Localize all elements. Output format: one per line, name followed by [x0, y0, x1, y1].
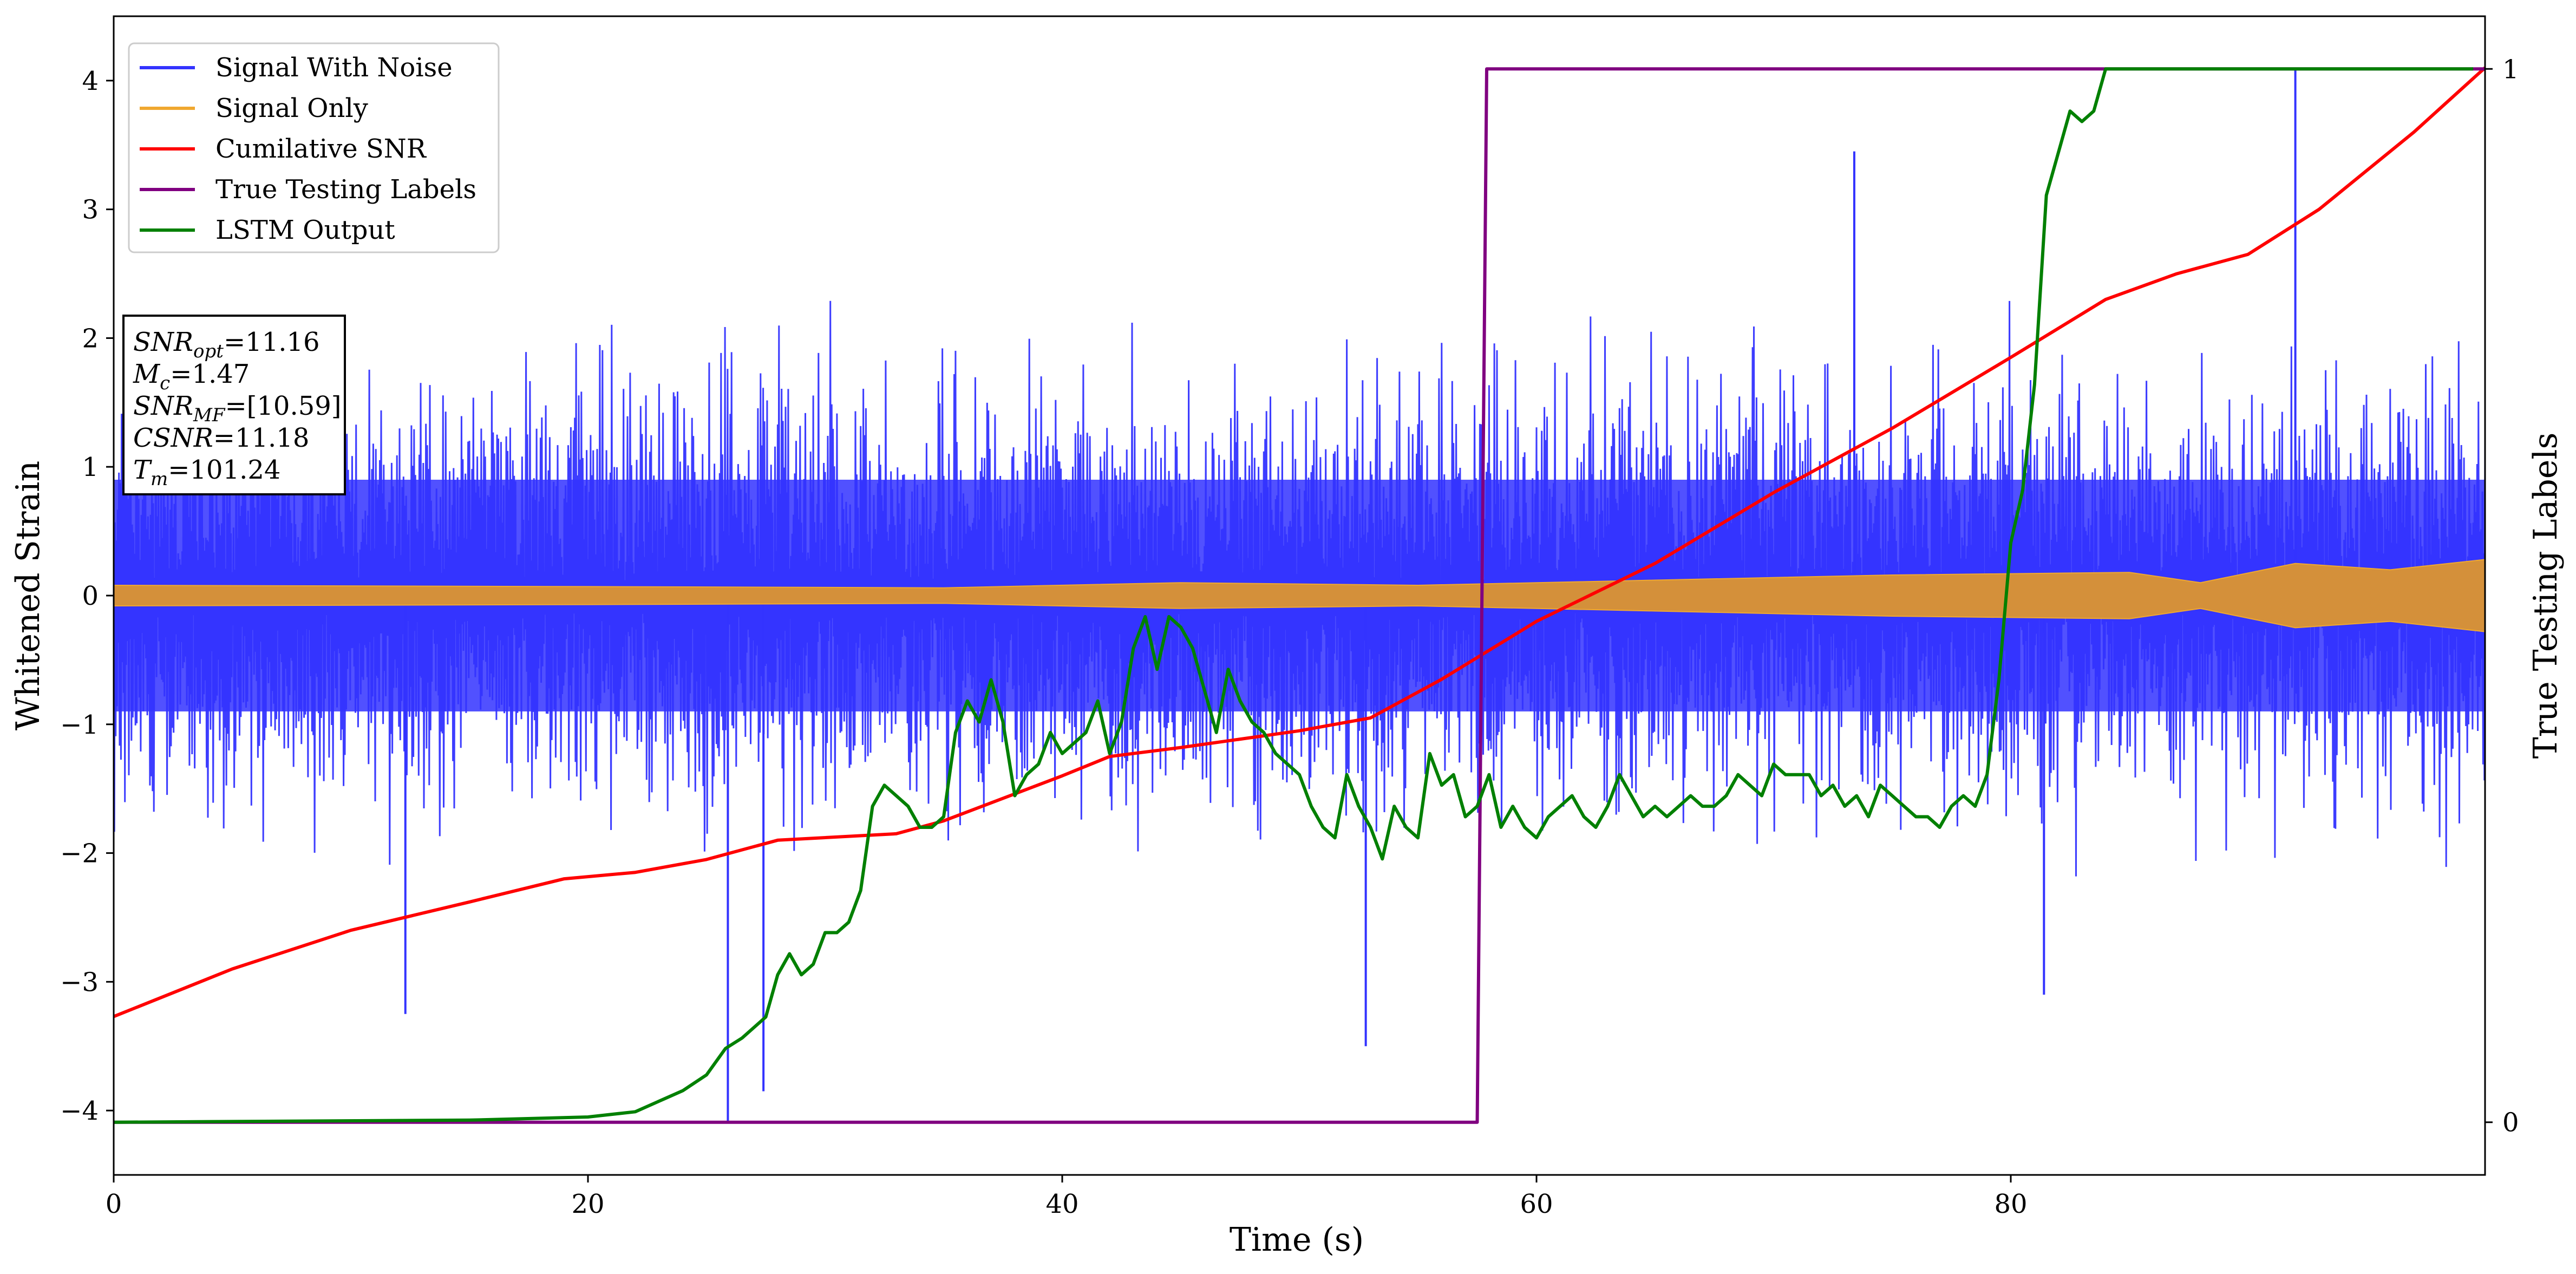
y-tick-label: 2 — [82, 323, 99, 354]
annotation-box: SNRopt=11.16 Mc=1.47 SNRMF=[10.59] CSNR=11.… — [122, 315, 346, 495]
x-tick-label: 80 — [1994, 1189, 2027, 1219]
y-tick-label: −4 — [60, 1096, 99, 1126]
series-signal-only — [114, 559, 2485, 632]
legend-label: Signal Only — [215, 93, 368, 123]
y-axis-label: Whitened Strain — [9, 461, 47, 730]
y-tick-label: −2 — [60, 839, 99, 869]
series-lstm-output — [114, 67, 2474, 1124]
series-lstm-output-line — [114, 67, 2474, 1124]
y-tick-label: 4 — [82, 66, 99, 96]
x-tick-label: 0 — [106, 1189, 122, 1219]
legend-label: True Testing Labels — [215, 174, 476, 205]
legend-label: LSTM Output — [215, 215, 395, 245]
series-cumilative-snr — [114, 66, 2485, 1018]
series-layer — [114, 66, 2485, 1124]
signal-envelope — [114, 559, 2485, 632]
series-cumilative-snr-line — [114, 66, 2485, 1018]
legend-label: Signal With Noise — [215, 53, 453, 83]
x-axis-label: Time (s) — [1230, 1221, 1364, 1259]
annotation-text: SNRopt=11.16 Mc=1.47 SNRMF=[10.59] CSNR=11.… — [133, 327, 342, 490]
y2-tick-label: 1 — [2502, 54, 2519, 84]
x-tick-label: 60 — [1520, 1189, 1553, 1219]
annotation-frame — [122, 315, 346, 495]
y2-tick-label: 0 — [2502, 1108, 2519, 1138]
y-tick-label: 3 — [82, 195, 99, 225]
y-axis: −4 −3 −2 −1 0 1 2 3 4 — [60, 66, 114, 1126]
series-true-testing-labels — [114, 67, 2485, 1124]
legend: Signal With Noise Signal Only Cumilative S… — [128, 42, 500, 253]
y-tick-label: 1 — [82, 452, 99, 482]
x-tick-label: 40 — [1045, 1189, 1078, 1219]
x-tick-label: 20 — [571, 1189, 604, 1219]
y-tick-label: −3 — [60, 967, 99, 997]
series-true-testing-labels-line — [114, 67, 2485, 1124]
y-tick-label: 0 — [82, 581, 99, 611]
legend-box — [128, 42, 500, 253]
y-tick-label: −1 — [60, 710, 99, 740]
x-axis: 0 20 40 60 80 — [106, 1175, 2028, 1219]
legend-label: Cumilative SNR — [215, 134, 427, 164]
y2-axis-label: True Testing Labels — [2527, 433, 2565, 759]
y2-axis: 01 — [2485, 54, 2519, 1138]
